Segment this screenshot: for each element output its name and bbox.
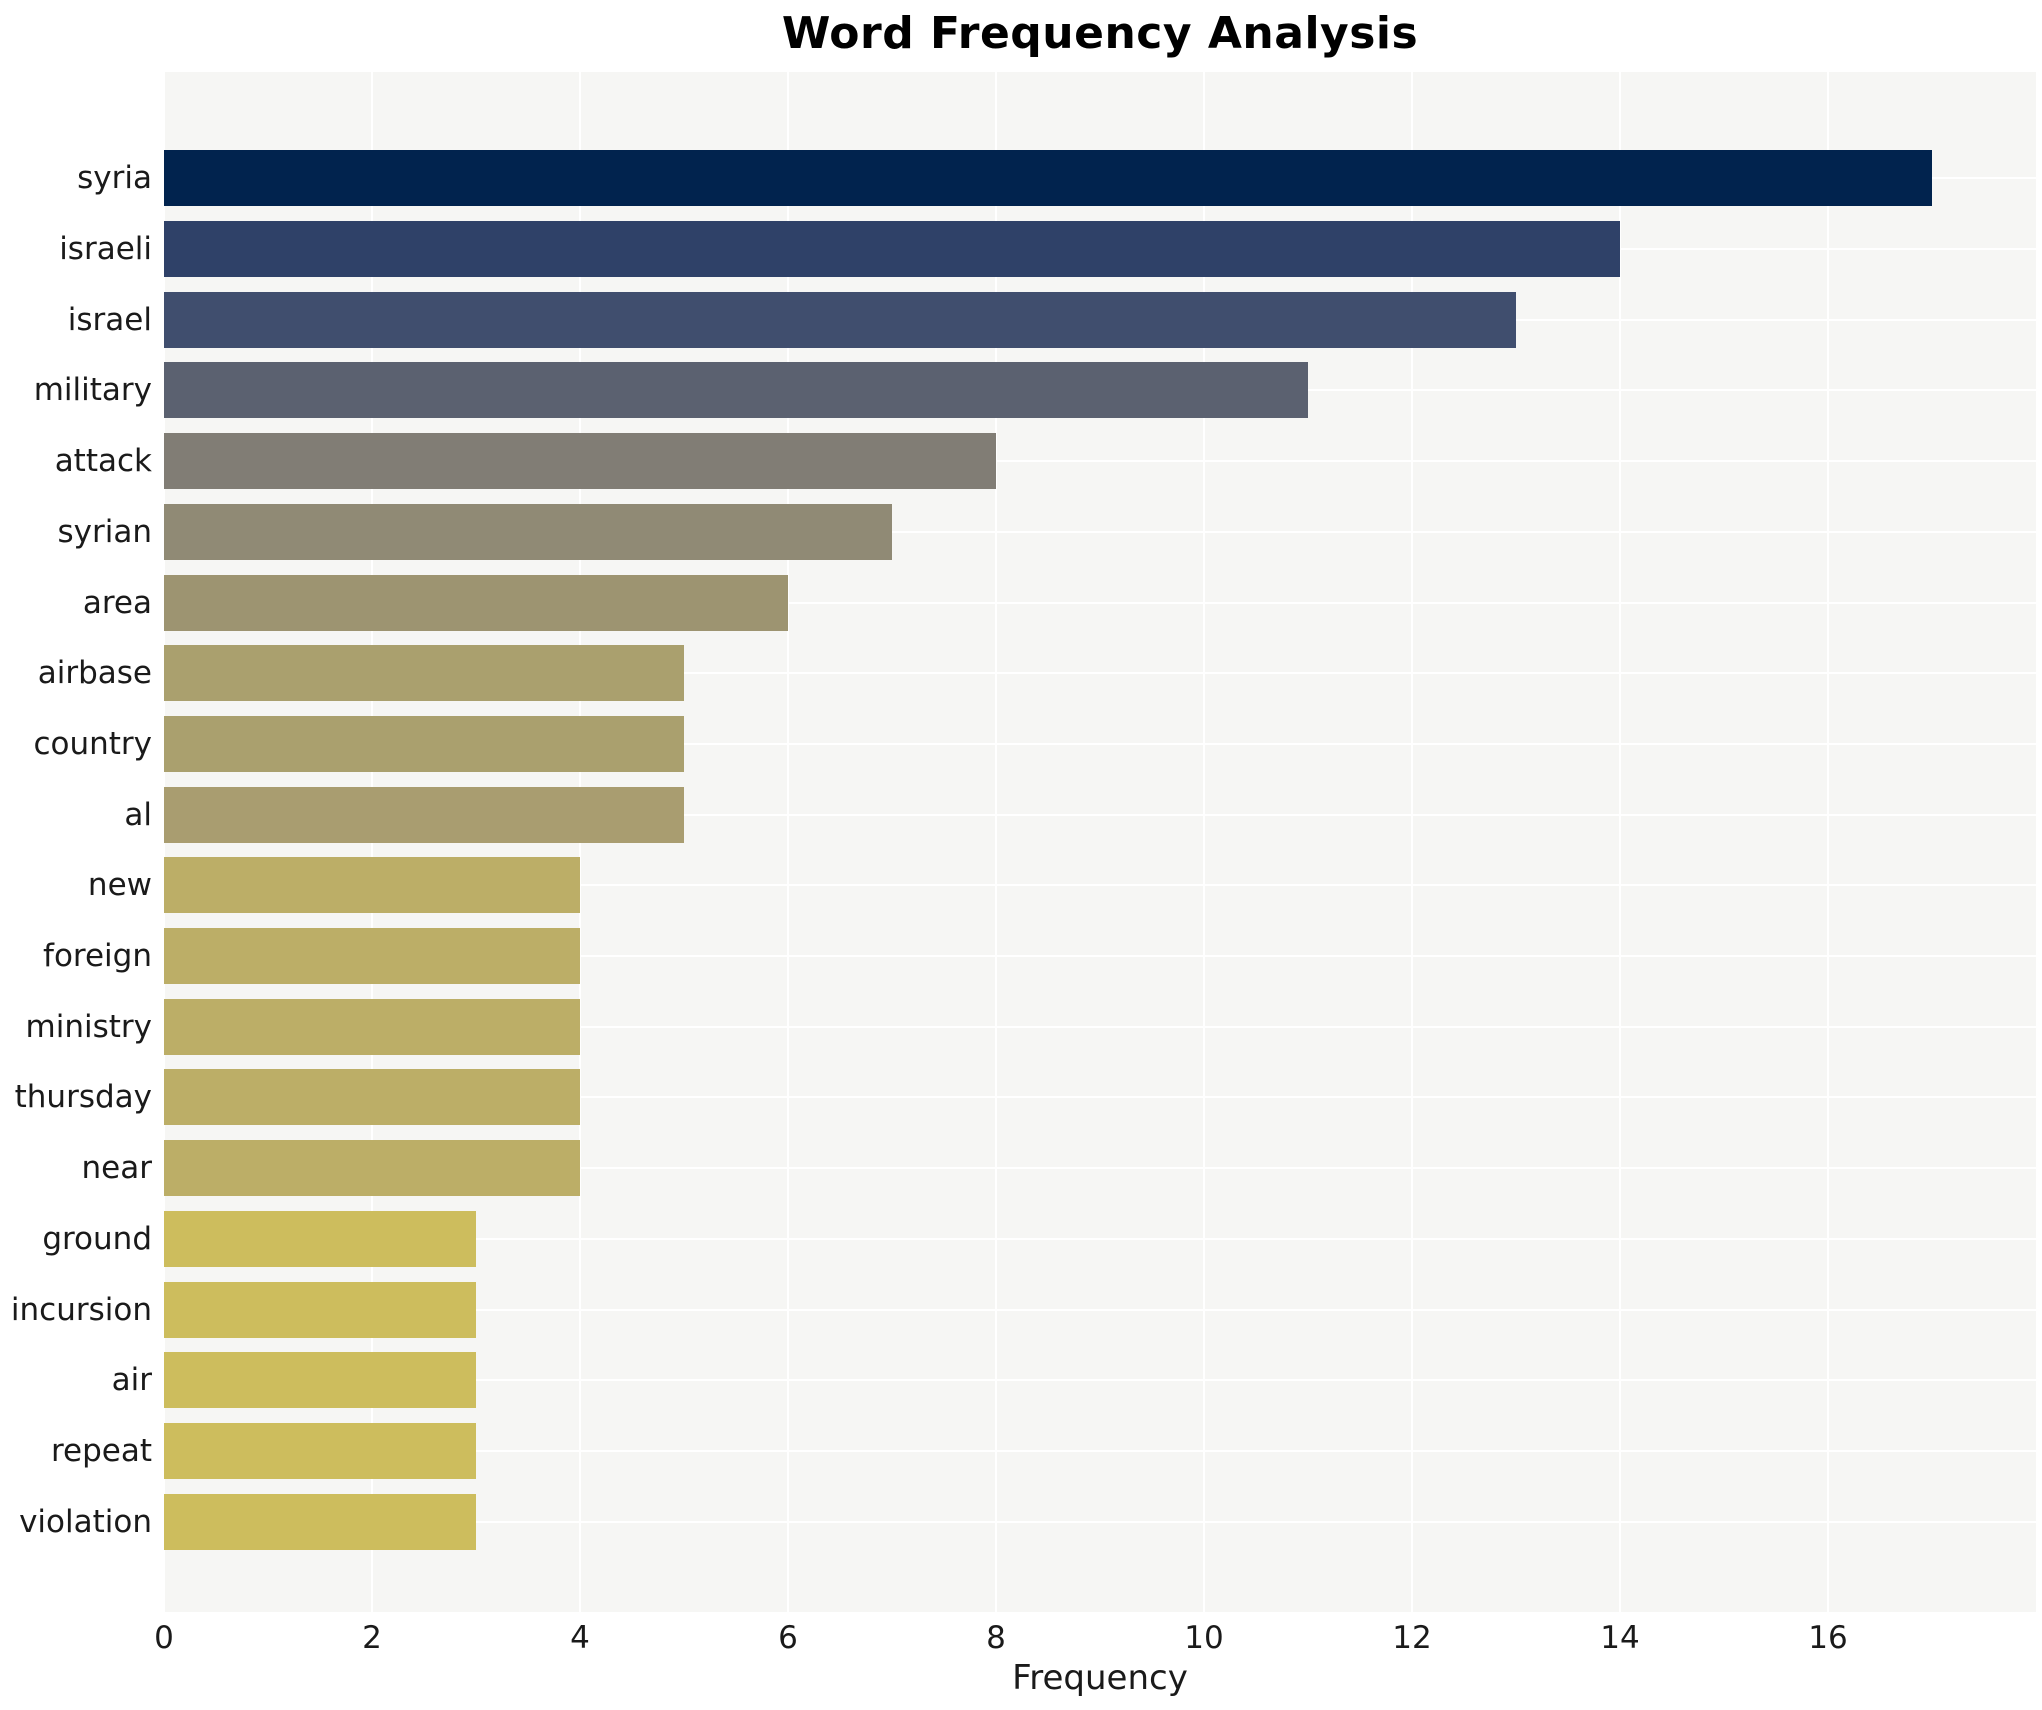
frequency-bar (164, 291, 1516, 348)
frequency-bar (164, 857, 580, 914)
x-gridline (1411, 72, 1413, 1612)
bar-row: airbase (38, 638, 2036, 709)
frequency-bar (164, 433, 996, 490)
bar-row: al (124, 779, 2036, 850)
bar-row: air (112, 1345, 2036, 1416)
category-label: violation (19, 1503, 152, 1540)
category-label: israeli (59, 231, 152, 268)
x-gridline (1203, 72, 1205, 1612)
frequency-bar (164, 1493, 476, 1550)
x-tick-label: 0 (154, 1620, 174, 1656)
x-tick-label: 12 (1392, 1620, 1432, 1656)
x-axis-title: Frequency (1012, 1658, 1188, 1698)
bar-rows: syria israeli israel military attack syrian ar… (11, 72, 2036, 1612)
frequency-bar (164, 1281, 476, 1338)
frequency-bar (164, 362, 1308, 419)
x-tick-label: 4 (570, 1620, 590, 1656)
y-gridline (164, 1450, 2036, 1452)
category-label: area (82, 584, 152, 621)
y-gridline (164, 955, 2036, 958)
category-label: air (111, 1362, 152, 1399)
y-gridline (164, 601, 2036, 604)
category-label: syria (77, 160, 152, 197)
frequency-bar (164, 503, 892, 560)
y-gridline (164, 1096, 2036, 1099)
category-label: ground (42, 1220, 152, 1257)
y-gridline (164, 884, 2036, 887)
bar-row: thursday (15, 1062, 2036, 1133)
bar-row: attack (55, 426, 2036, 497)
y-gridline (164, 1237, 2036, 1240)
bar-row: country (33, 709, 2036, 780)
bar-row: repeat (51, 1416, 2036, 1487)
x-gridline (1619, 72, 1621, 1612)
x-gridline (1827, 72, 1829, 1612)
category-label: ministry (25, 1008, 152, 1045)
frequency-bar (164, 150, 1932, 207)
category-label: thursday (14, 1079, 152, 1116)
y-gridline (164, 460, 2036, 463)
category-label: incursion (10, 1291, 152, 1328)
bar-row: incursion (11, 1274, 2036, 1345)
category-label: al (124, 796, 152, 833)
bar-row: area (83, 567, 2036, 638)
x-tick-label: 8 (986, 1620, 1006, 1656)
y-gridline (164, 1308, 2036, 1311)
y-gridline (164, 1167, 2036, 1170)
category-label: israel (67, 301, 152, 338)
bar-row: near (82, 1133, 2036, 1204)
frequency-bar (164, 1352, 476, 1409)
category-label: near (81, 1150, 152, 1187)
frequency-bar (164, 715, 684, 772)
x-tick-label: 2 (362, 1620, 382, 1656)
bar-row: israeli (59, 214, 2036, 285)
category-label: syrian (57, 513, 153, 550)
x-tick-label: 10 (1184, 1620, 1224, 1656)
frequency-bar (164, 998, 580, 1055)
bar-row: military (34, 355, 2036, 426)
plot-area: syria israeli israel military attack syrian ar… (11, 72, 2036, 1612)
bar-row: new (88, 850, 2036, 921)
frequency-bar (164, 1140, 580, 1197)
category-label: repeat (50, 1433, 152, 1469)
bar-row: israel (68, 284, 2036, 355)
frequency-bar (164, 1423, 476, 1479)
x-tick-label: 16 (1808, 1620, 1848, 1656)
bar-row: ground (42, 1204, 2036, 1275)
x-axis: 0 2 4 6 8 10 12 14 16 (154, 1620, 2036, 1660)
x-gridline (787, 72, 789, 1612)
y-gridline (164, 1025, 2036, 1028)
x-tick-label: 14 (1600, 1620, 1640, 1656)
frequency-bar (164, 1210, 476, 1267)
frequency-bar (164, 221, 1620, 278)
category-label: airbase (37, 655, 152, 692)
frequency-bar (164, 786, 684, 843)
frequency-bar (164, 645, 684, 702)
x-gridline (995, 72, 997, 1612)
frequency-bar (164, 1069, 580, 1126)
bar-row: syrian (58, 497, 2036, 568)
y-gridline (164, 1379, 2036, 1382)
category-label: attack (54, 443, 152, 480)
y-gridline (164, 672, 2036, 675)
category-label: new (87, 867, 152, 904)
x-tick-label: 6 (778, 1620, 798, 1656)
bar-row: violation (19, 1486, 2036, 1557)
frequency-bar (164, 574, 788, 631)
category-label: foreign (43, 938, 152, 975)
chart-title: Word Frequency Analysis (781, 8, 1419, 59)
y-gridline (164, 1520, 2036, 1523)
category-label: military (33, 372, 152, 409)
bar-row: syria (77, 143, 2036, 214)
bar-row: foreign (43, 921, 2036, 992)
y-gridline (164, 530, 2036, 533)
category-label: country (33, 725, 152, 762)
bar-row: ministry (26, 991, 2036, 1062)
y-gridline (164, 742, 2036, 745)
y-gridline (164, 813, 2036, 816)
frequency-bar (164, 928, 580, 985)
